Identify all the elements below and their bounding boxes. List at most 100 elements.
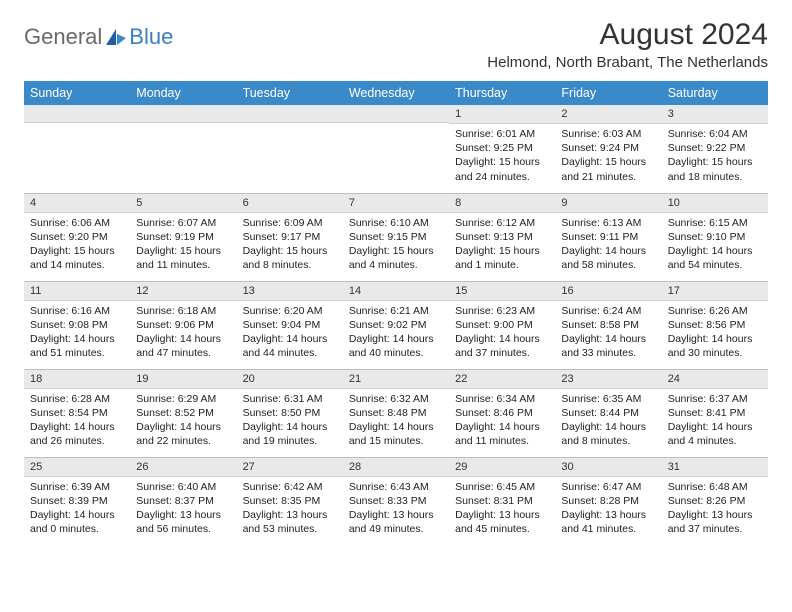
sunset-line: Sunset: 9:10 PM xyxy=(668,230,762,244)
logo-text-1: General xyxy=(24,24,102,50)
day-number: 12 xyxy=(130,282,236,301)
sunset-line: Sunset: 8:39 PM xyxy=(30,494,124,508)
sunrise-line: Sunrise: 6:29 AM xyxy=(136,392,230,406)
day-details: Sunrise: 6:39 AMSunset: 8:39 PMDaylight:… xyxy=(24,477,130,542)
day-details: Sunrise: 6:04 AMSunset: 9:22 PMDaylight:… xyxy=(662,124,768,189)
sunset-line: Sunset: 8:35 PM xyxy=(243,494,337,508)
calendar-header-row: SundayMondayTuesdayWednesdayThursdayFrid… xyxy=(24,81,768,105)
day-details: Sunrise: 6:43 AMSunset: 8:33 PMDaylight:… xyxy=(343,477,449,542)
sunset-line: Sunset: 8:56 PM xyxy=(668,318,762,332)
calendar-cell: 14Sunrise: 6:21 AMSunset: 9:02 PMDayligh… xyxy=(343,281,449,369)
day-details: Sunrise: 6:16 AMSunset: 9:08 PMDaylight:… xyxy=(24,301,130,366)
calendar-table: SundayMondayTuesdayWednesdayThursdayFrid… xyxy=(24,81,768,545)
sunset-line: Sunset: 8:37 PM xyxy=(136,494,230,508)
day-number: 19 xyxy=(130,370,236,389)
day-details: Sunrise: 6:40 AMSunset: 8:37 PMDaylight:… xyxy=(130,477,236,542)
daylight-line: Daylight: 15 hours and 8 minutes. xyxy=(243,244,337,272)
day-number: 30 xyxy=(555,458,661,477)
sunrise-line: Sunrise: 6:48 AM xyxy=(668,480,762,494)
sunrise-line: Sunrise: 6:24 AM xyxy=(561,304,655,318)
calendar-cell: 6Sunrise: 6:09 AMSunset: 9:17 PMDaylight… xyxy=(237,193,343,281)
day-details: Sunrise: 6:01 AMSunset: 9:25 PMDaylight:… xyxy=(449,124,555,189)
sunrise-line: Sunrise: 6:15 AM xyxy=(668,216,762,230)
day-number: 15 xyxy=(449,282,555,301)
daylight-line: Daylight: 14 hours and 58 minutes. xyxy=(561,244,655,272)
sunrise-line: Sunrise: 6:42 AM xyxy=(243,480,337,494)
calendar-cell xyxy=(343,105,449,193)
calendar-cell: 9Sunrise: 6:13 AMSunset: 9:11 PMDaylight… xyxy=(555,193,661,281)
sunrise-line: Sunrise: 6:12 AM xyxy=(455,216,549,230)
sunset-line: Sunset: 8:54 PM xyxy=(30,406,124,420)
sunrise-line: Sunrise: 6:01 AM xyxy=(455,127,549,141)
calendar-cell xyxy=(237,105,343,193)
calendar-cell: 10Sunrise: 6:15 AMSunset: 9:10 PMDayligh… xyxy=(662,193,768,281)
day-number: 6 xyxy=(237,194,343,213)
day-details: Sunrise: 6:31 AMSunset: 8:50 PMDaylight:… xyxy=(237,389,343,454)
daylight-line: Daylight: 14 hours and 30 minutes. xyxy=(668,332,762,360)
calendar-week-row: 11Sunrise: 6:16 AMSunset: 9:08 PMDayligh… xyxy=(24,281,768,369)
day-details: Sunrise: 6:15 AMSunset: 9:10 PMDaylight:… xyxy=(662,213,768,278)
day-number: 8 xyxy=(449,194,555,213)
sunset-line: Sunset: 9:20 PM xyxy=(30,230,124,244)
day-number: 28 xyxy=(343,458,449,477)
month-title: August 2024 xyxy=(487,18,768,52)
day-number: 5 xyxy=(130,194,236,213)
calendar-cell: 29Sunrise: 6:45 AMSunset: 8:31 PMDayligh… xyxy=(449,457,555,545)
sunset-line: Sunset: 8:48 PM xyxy=(349,406,443,420)
daylight-line: Daylight: 15 hours and 18 minutes. xyxy=(668,155,762,183)
day-number: 17 xyxy=(662,282,768,301)
day-details: Sunrise: 6:26 AMSunset: 8:56 PMDaylight:… xyxy=(662,301,768,366)
sunrise-line: Sunrise: 6:43 AM xyxy=(349,480,443,494)
sunrise-line: Sunrise: 6:31 AM xyxy=(243,392,337,406)
day-number: 7 xyxy=(343,194,449,213)
calendar-body: 1Sunrise: 6:01 AMSunset: 9:25 PMDaylight… xyxy=(24,105,768,545)
calendar-cell: 25Sunrise: 6:39 AMSunset: 8:39 PMDayligh… xyxy=(24,457,130,545)
day-details: Sunrise: 6:45 AMSunset: 8:31 PMDaylight:… xyxy=(449,477,555,542)
sunset-line: Sunset: 9:19 PM xyxy=(136,230,230,244)
calendar-cell: 28Sunrise: 6:43 AMSunset: 8:33 PMDayligh… xyxy=(343,457,449,545)
location: Helmond, North Brabant, The Netherlands xyxy=(487,54,768,71)
sunrise-line: Sunrise: 6:20 AM xyxy=(243,304,337,318)
sunset-line: Sunset: 9:11 PM xyxy=(561,230,655,244)
calendar-cell: 18Sunrise: 6:28 AMSunset: 8:54 PMDayligh… xyxy=(24,369,130,457)
sunrise-line: Sunrise: 6:23 AM xyxy=(455,304,549,318)
weekday-header: Wednesday xyxy=(343,81,449,105)
calendar-week-row: 1Sunrise: 6:01 AMSunset: 9:25 PMDaylight… xyxy=(24,105,768,193)
day-number: 16 xyxy=(555,282,661,301)
sunrise-line: Sunrise: 6:28 AM xyxy=(30,392,124,406)
sunset-line: Sunset: 8:26 PM xyxy=(668,494,762,508)
sunset-line: Sunset: 9:22 PM xyxy=(668,141,762,155)
logo-sail-icon xyxy=(105,28,127,46)
day-details: Sunrise: 6:42 AMSunset: 8:35 PMDaylight:… xyxy=(237,477,343,542)
calendar-cell: 22Sunrise: 6:34 AMSunset: 8:46 PMDayligh… xyxy=(449,369,555,457)
weekday-header: Friday xyxy=(555,81,661,105)
calendar-cell: 8Sunrise: 6:12 AMSunset: 9:13 PMDaylight… xyxy=(449,193,555,281)
daylight-line: Daylight: 14 hours and 8 minutes. xyxy=(561,420,655,448)
day-details: Sunrise: 6:12 AMSunset: 9:13 PMDaylight:… xyxy=(449,213,555,278)
calendar-cell: 17Sunrise: 6:26 AMSunset: 8:56 PMDayligh… xyxy=(662,281,768,369)
sunset-line: Sunset: 9:04 PM xyxy=(243,318,337,332)
daylight-line: Daylight: 15 hours and 4 minutes. xyxy=(349,244,443,272)
calendar-cell: 2Sunrise: 6:03 AMSunset: 9:24 PMDaylight… xyxy=(555,105,661,193)
calendar-cell xyxy=(130,105,236,193)
day-number: 20 xyxy=(237,370,343,389)
sunrise-line: Sunrise: 6:34 AM xyxy=(455,392,549,406)
daylight-line: Daylight: 14 hours and 44 minutes. xyxy=(243,332,337,360)
calendar-cell: 4Sunrise: 6:06 AMSunset: 9:20 PMDaylight… xyxy=(24,193,130,281)
daylight-line: Daylight: 14 hours and 26 minutes. xyxy=(30,420,124,448)
day-details: Sunrise: 6:37 AMSunset: 8:41 PMDaylight:… xyxy=(662,389,768,454)
day-number: 1 xyxy=(449,105,555,124)
day-details: Sunrise: 6:06 AMSunset: 9:20 PMDaylight:… xyxy=(24,213,130,278)
calendar-week-row: 18Sunrise: 6:28 AMSunset: 8:54 PMDayligh… xyxy=(24,369,768,457)
calendar-cell: 11Sunrise: 6:16 AMSunset: 9:08 PMDayligh… xyxy=(24,281,130,369)
day-number: 3 xyxy=(662,105,768,124)
daylight-line: Daylight: 14 hours and 33 minutes. xyxy=(561,332,655,360)
daylight-line: Daylight: 15 hours and 21 minutes. xyxy=(561,155,655,183)
weekday-header: Sunday xyxy=(24,81,130,105)
sunset-line: Sunset: 9:13 PM xyxy=(455,230,549,244)
sunrise-line: Sunrise: 6:16 AM xyxy=(30,304,124,318)
calendar-cell: 20Sunrise: 6:31 AMSunset: 8:50 PMDayligh… xyxy=(237,369,343,457)
calendar-cell: 26Sunrise: 6:40 AMSunset: 8:37 PMDayligh… xyxy=(130,457,236,545)
calendar-cell: 30Sunrise: 6:47 AMSunset: 8:28 PMDayligh… xyxy=(555,457,661,545)
daylight-line: Daylight: 15 hours and 24 minutes. xyxy=(455,155,549,183)
